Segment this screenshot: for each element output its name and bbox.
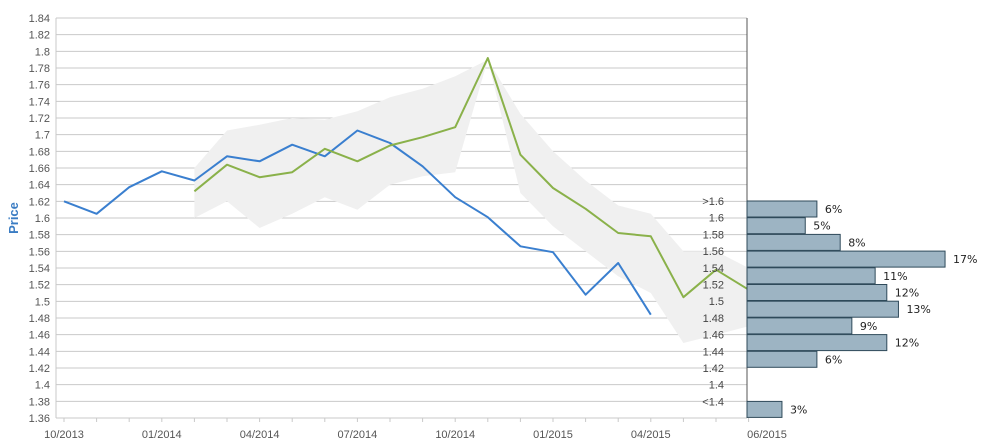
x-tick-label: 04/2015 — [631, 429, 671, 441]
distribution-bar — [746, 250, 946, 268]
x-tick-label: 10/2014 — [435, 429, 475, 441]
y-tick-label: 1.48 — [29, 313, 50, 325]
forecast-band — [194, 59, 749, 343]
x-tick-label: 01/2014 — [142, 429, 182, 441]
distribution-bar — [746, 267, 876, 285]
x-tick-label: 04/2014 — [240, 429, 280, 441]
bin-label: 1.48 — [703, 313, 724, 325]
distribution-value-label: 11% — [883, 270, 907, 283]
y-tick-label: 1.64 — [29, 180, 50, 192]
distribution-bar — [746, 334, 888, 352]
y-tick-label: 1.8 — [35, 46, 50, 58]
y-tick-label: 1.42 — [29, 363, 50, 375]
y-tick-label: 1.82 — [29, 30, 50, 42]
bin-label: 1.44 — [703, 346, 724, 358]
distribution-value-label: 13% — [906, 303, 930, 316]
band-area — [194, 59, 749, 343]
bin-label: 1.56 — [703, 246, 724, 258]
bin-label: 1.5 — [709, 296, 724, 308]
distribution-bar — [746, 217, 806, 235]
distribution-value-label: 6% — [825, 353, 842, 366]
y-tick-label: 1.84 — [29, 13, 50, 25]
distribution-bar — [746, 200, 818, 218]
y-tick-label: 1.78 — [29, 63, 50, 75]
y-tick-label: 1.66 — [29, 163, 50, 175]
y-tick-label: 1.68 — [29, 146, 50, 158]
x-tick-label: 01/2015 — [533, 429, 573, 441]
bin-label: >1.6 — [702, 196, 724, 208]
bin-label: 1.58 — [703, 229, 724, 241]
y-tick-label: 1.72 — [29, 113, 50, 125]
x-tick-label: 06/2015 — [747, 429, 787, 441]
price-distribution: >1.6 6% 1.6 5% 1.58 8% 1.56 17% 1.54 11% 1.52 12% 1.… — [702, 196, 978, 418]
y-tick-label: 1.74 — [29, 96, 50, 108]
distribution-bar — [746, 300, 899, 318]
y-tick-label: 1.6 — [35, 213, 50, 225]
y-tick-label: 1.36 — [29, 413, 50, 425]
distribution-value-label: 12% — [895, 337, 919, 350]
y-tick-label: 1.58 — [29, 230, 50, 242]
axes: 1.84 1.82 1.8 1.78 1.76 1.74 1.72 1.7 1.68 1.66 1.… — [29, 13, 787, 441]
distribution-value-label: 5% — [813, 220, 830, 233]
y-tick-label: 1.7 — [35, 130, 50, 142]
y-tick-label: 1.46 — [29, 330, 50, 342]
distribution-value-label: 6% — [825, 203, 842, 216]
distribution-bar — [746, 350, 818, 368]
x-tick-label: 07/2014 — [338, 429, 378, 441]
price-series — [63, 57, 750, 316]
bin-label: 1.4 — [709, 380, 724, 392]
y-axis-label: Price — [6, 202, 21, 234]
distribution-bar — [746, 400, 783, 418]
historical-price-line — [63, 129, 652, 316]
bin-label: 1.52 — [703, 280, 724, 292]
distribution-bar — [746, 233, 841, 251]
y-tick-label: 1.44 — [29, 346, 50, 358]
y-tick-label: 1.54 — [29, 263, 50, 275]
distribution-value-label: 17% — [953, 253, 977, 266]
x-tick-label: 10/2013 — [44, 429, 84, 441]
y-tick-label: 1.4 — [35, 380, 50, 392]
bin-label: 1.46 — [703, 330, 724, 342]
y-tick-label: 1.38 — [29, 396, 50, 408]
y-tick-label: 1.52 — [29, 280, 50, 292]
y-tick-label: 1.62 — [29, 196, 50, 208]
y-tick-label: 1.5 — [35, 296, 50, 308]
bin-label: <1.4 — [702, 396, 724, 408]
distribution-bar — [746, 317, 853, 335]
distribution-value-label: 8% — [848, 236, 865, 249]
forecast-price-line — [193, 57, 750, 299]
bin-label: 1.42 — [703, 363, 724, 375]
bin-label: 1.6 — [709, 213, 724, 225]
y-tick-label: 1.76 — [29, 80, 50, 92]
distribution-bar — [746, 284, 888, 301]
distribution-value-label: 9% — [860, 320, 877, 333]
y-tick-label: 1.56 — [29, 246, 50, 258]
distribution-value-label: 12% — [895, 287, 919, 300]
distribution-value-label: 3% — [790, 403, 807, 416]
bin-label: 1.54 — [703, 263, 724, 275]
